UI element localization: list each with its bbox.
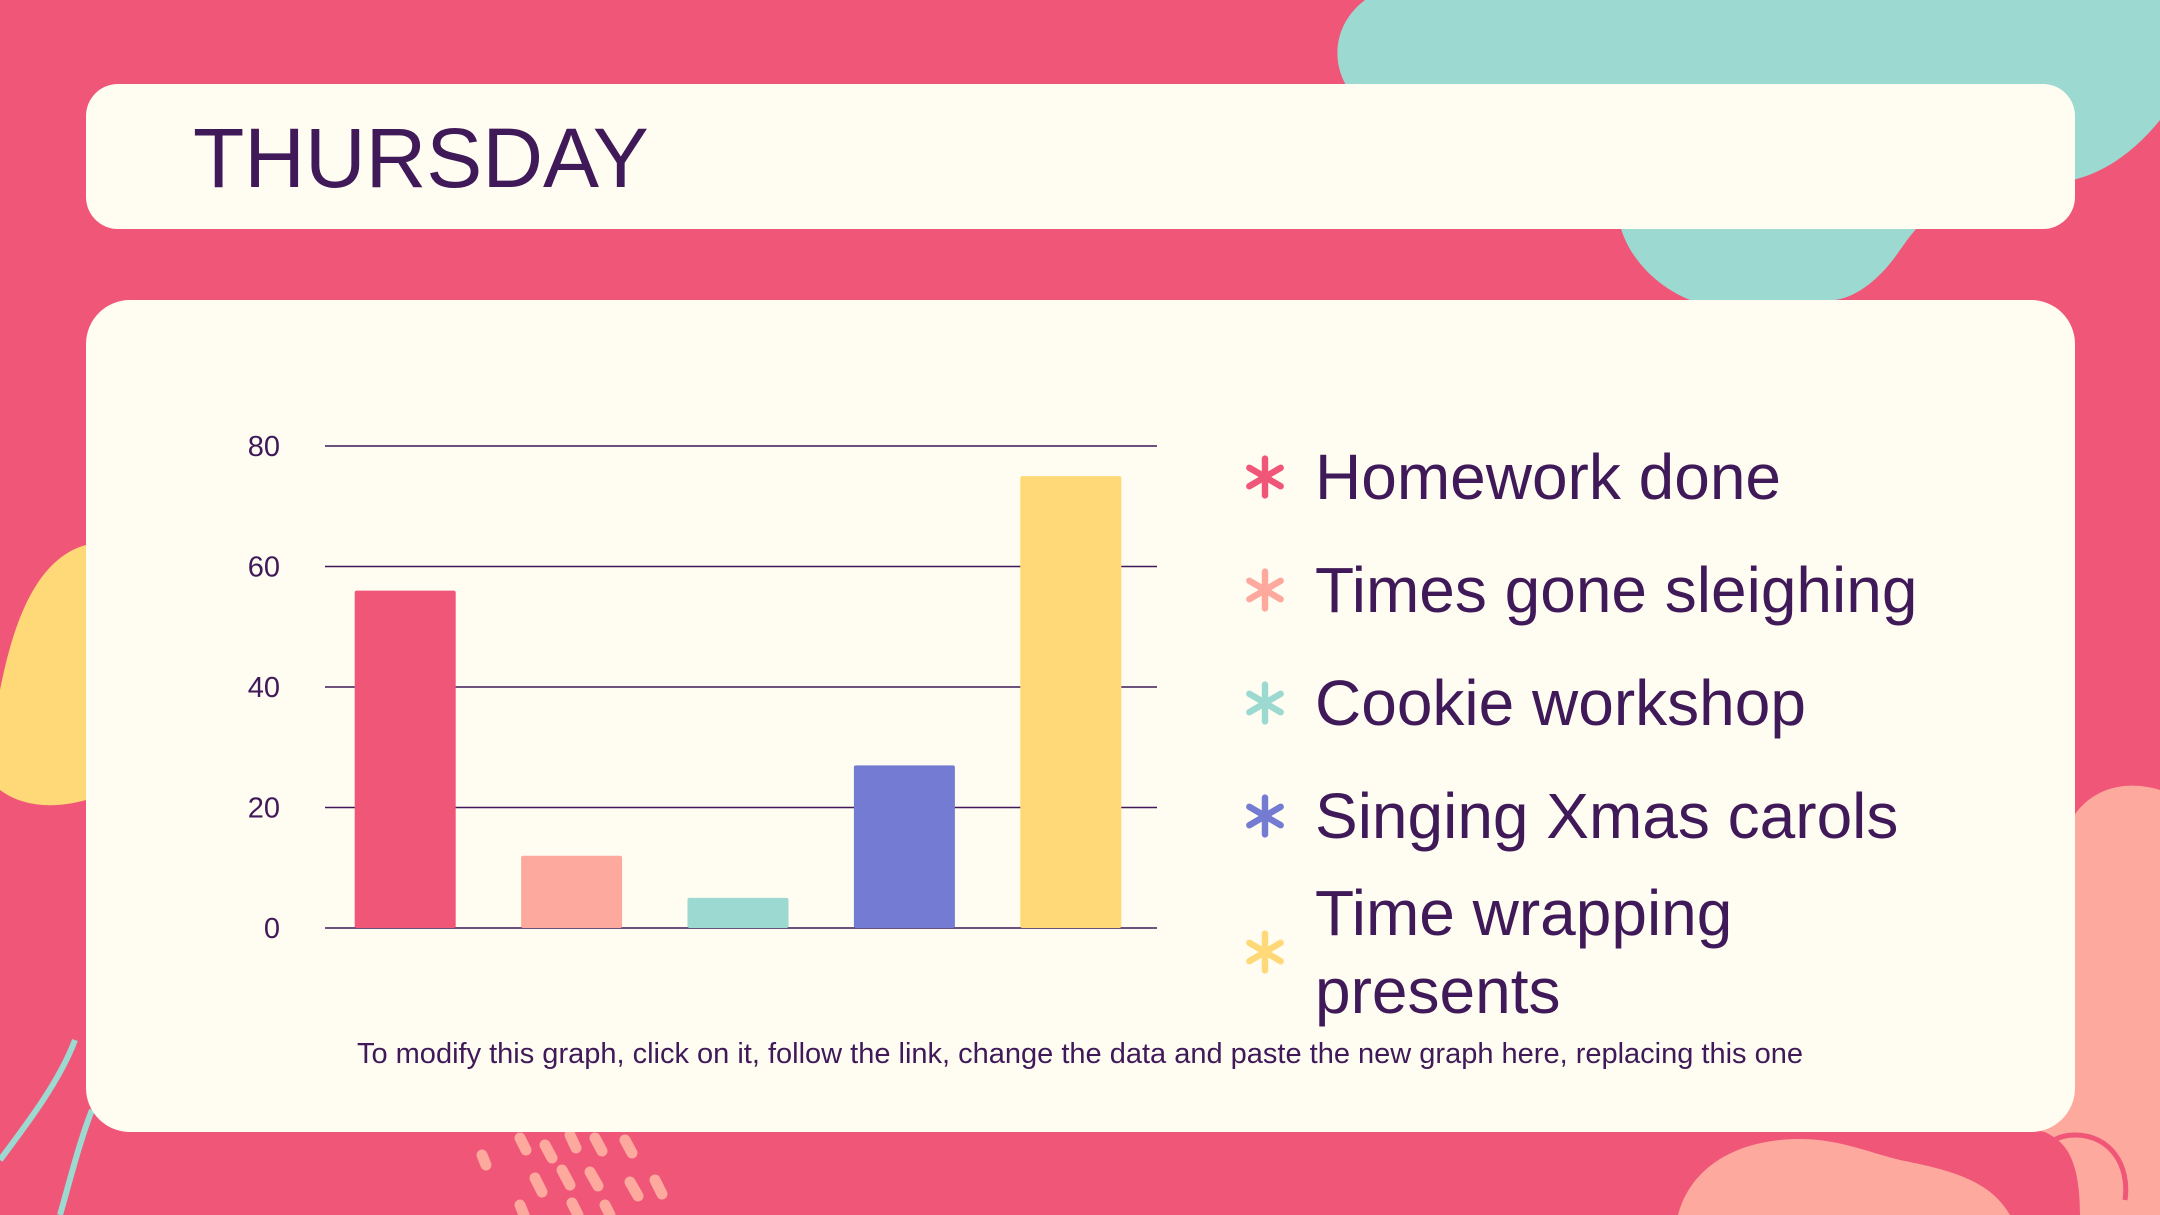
chart-legend: Homework done Times gone sleighing Coo [1242,420,2002,1032]
squiggle-left [0,1038,95,1215]
slide-title: THURSDAY [193,111,649,205]
legend-label: Singing Xmas carols [1315,779,1899,852]
title-card: THURSDAY [86,84,2075,229]
legend-label: Times gone sleighing [1315,553,1918,626]
chart-note: To modify this graph, click on it, follo… [356,1038,1804,1070]
legend-item: Singing Xmas carols [1242,759,2002,872]
asterisk-icon [1246,454,1284,499]
peach-blob-bottom [1678,1139,2010,1215]
legend-label: Homework done [1315,440,1781,513]
squiggle-right [2024,1132,2129,1215]
yellow-blob [0,545,86,806]
asterisk-icon [1246,680,1284,725]
legend-item: Homework done [1242,420,2002,533]
asterisk-icon [1246,930,1284,974]
asterisk-icon [1246,793,1284,838]
legend-label: Cookie workshop [1315,666,1806,739]
legend-item: Cookie workshop [1242,646,2002,759]
dash-pattern [476,1129,668,1215]
asterisk-icon [1246,567,1284,612]
legend-item: Times gone sleighing [1242,533,2002,646]
legend-item: Time wrapping presents [1242,872,2002,1032]
legend-label: Time wrapping presents [1315,877,1733,1027]
